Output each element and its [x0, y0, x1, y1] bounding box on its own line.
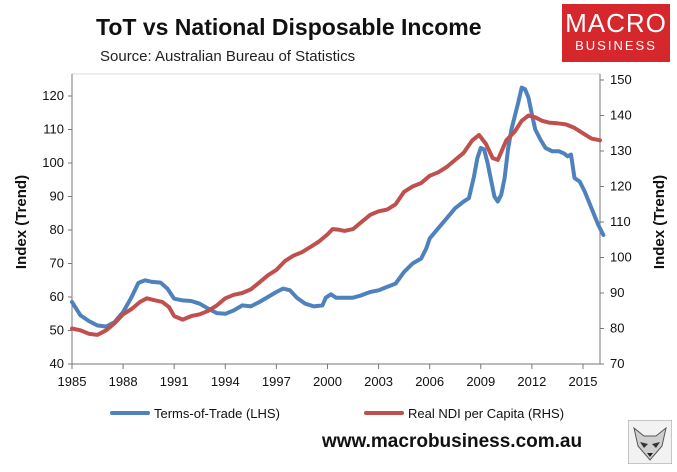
left-tick-label: 70 — [50, 256, 64, 271]
right-axis-title: Index (Trend) — [651, 175, 668, 269]
right-tick-label: 110 — [610, 214, 631, 229]
right-tick-label: 120 — [610, 179, 632, 194]
x-tick-label: 2003 — [364, 374, 393, 389]
tot-series-line — [70, 85, 606, 329]
left-tick-label: 40 — [50, 356, 64, 371]
right-tick-label: 150 — [610, 72, 632, 87]
x-tick-label: 2012 — [517, 374, 546, 389]
chart-title: ToT vs National Disposable Income — [96, 14, 482, 40]
x-tick-label: 1991 — [160, 374, 189, 389]
left-axis-title: Index (Trend) — [13, 175, 30, 269]
chart-subtitle: Source: Australian Bureau of Statistics — [100, 48, 356, 65]
logo-line-1: MACRO — [565, 8, 667, 38]
x-tick-label: 2006 — [415, 374, 444, 389]
legend-label: Terms-of-Trade (LHS) — [154, 406, 280, 421]
macrobusiness-logo: MACRO BUSINESS — [562, 4, 670, 62]
left-tick-label: 120 — [42, 88, 64, 103]
x-tick-label: 1997 — [262, 374, 291, 389]
ndi-series-line — [70, 113, 602, 337]
footer-url[interactable]: www.macrobusiness.com.au — [322, 431, 583, 452]
x-tick-label: 2009 — [466, 374, 495, 389]
left-tick-label: 90 — [50, 189, 64, 204]
logo-line-2: BUSINESS — [575, 38, 657, 53]
left-tick-label: 60 — [50, 289, 64, 304]
right-tick-label: 100 — [610, 250, 632, 265]
x-tick-label: 1994 — [211, 374, 240, 389]
fox-icon — [628, 420, 672, 464]
x-tick-label: 2015 — [569, 374, 598, 389]
plot-border — [71, 73, 601, 365]
x-tick-label: 2000 — [313, 374, 342, 389]
plot-area: 40 50 60 70 80 90 100 110 120 70 80 90 100 110 120 130 1… — [13, 72, 668, 421]
x-tick-label: 1988 — [109, 374, 138, 389]
right-tick-label: 130 — [610, 143, 632, 158]
left-tick-label: 100 — [42, 155, 64, 170]
right-tick-label: 80 — [610, 321, 624, 336]
left-tick-label: 110 — [43, 122, 64, 137]
x-tick-label: 1985 — [58, 374, 87, 389]
left-tick-label: 80 — [50, 222, 64, 237]
right-tick-label: 90 — [610, 285, 624, 300]
legend-label: Real NDI per Capita (RHS) — [408, 406, 564, 421]
right-tick-label: 70 — [610, 356, 624, 371]
left-tick-label: 50 — [50, 323, 64, 338]
right-tick-label: 140 — [610, 108, 632, 123]
